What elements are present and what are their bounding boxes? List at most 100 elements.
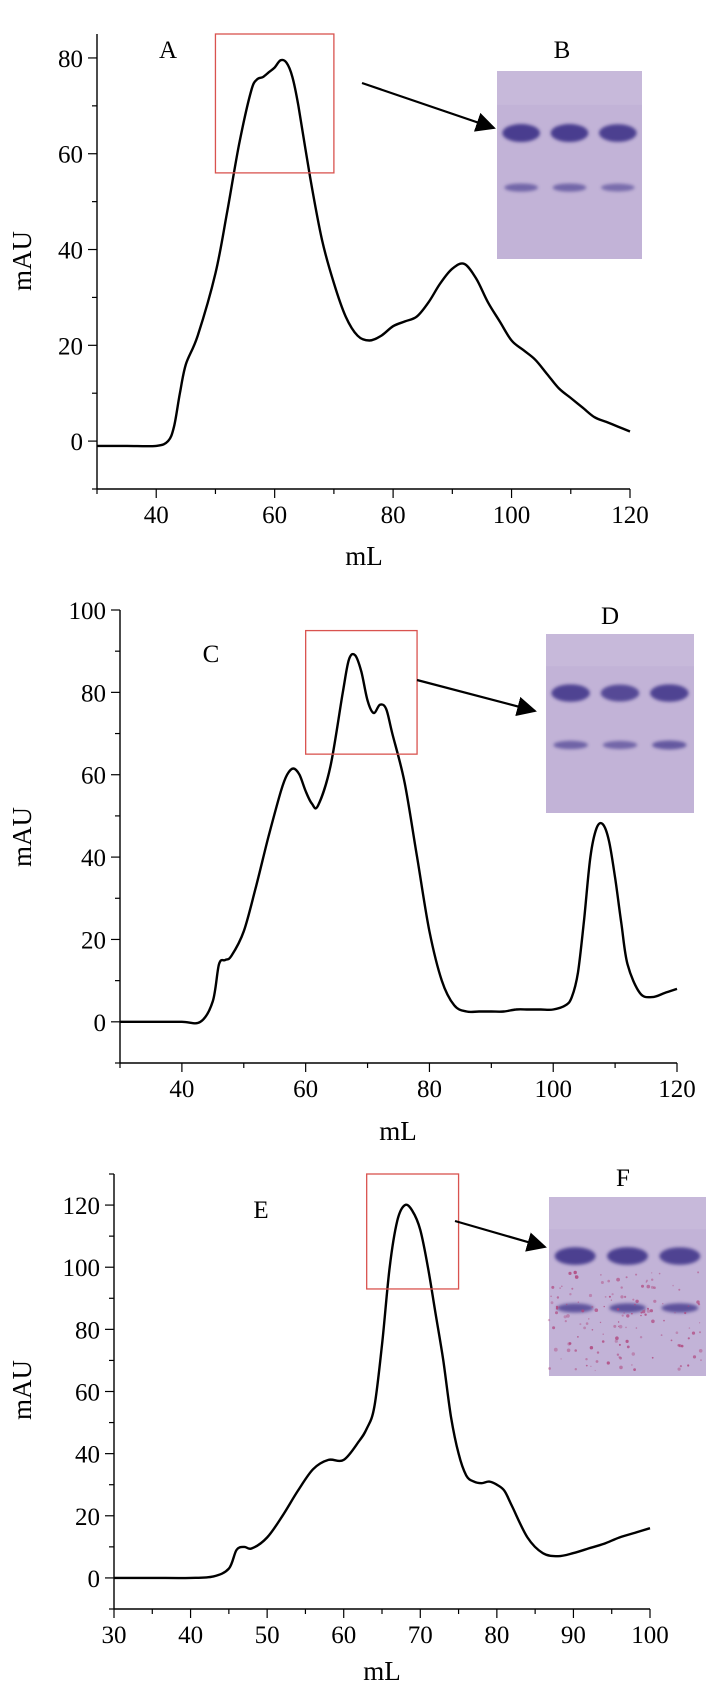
gel-speckle: [574, 1349, 577, 1352]
gel-speckle: [674, 1312, 676, 1314]
y-tick-label: 60: [58, 142, 83, 169]
gel-speckle: [631, 1352, 635, 1356]
peak-highlight-box: [366, 1173, 460, 1290]
gel-band-upper: [502, 124, 541, 143]
chart-panel-e: 30 40 50 60 70 80 90 100 0 20 40 60 80 100 120 mL mAU E F: [7, 1165, 706, 1684]
gel-band-upper: [550, 124, 589, 143]
sds-page-gel-image: [497, 71, 642, 259]
gel-speckle: [617, 1321, 620, 1323]
peak-highlight-box: [305, 629, 418, 755]
gel-speckle: [633, 1368, 636, 1371]
x-tick-label: 60: [262, 502, 287, 529]
gel-speckle: [618, 1343, 621, 1346]
gel-speckle: [651, 1278, 654, 1281]
gel-speckle: [618, 1325, 620, 1327]
x-axis-title: mL: [379, 1116, 417, 1146]
gel-speckle: [651, 1319, 655, 1324]
gel-speckle: [591, 1329, 594, 1331]
gel-speckle: [548, 1367, 551, 1370]
x-tick-label: 40: [169, 1076, 194, 1103]
gel-speckle: [616, 1277, 620, 1282]
y-tick-label: 40: [81, 845, 106, 872]
gel-speckle: [619, 1365, 623, 1370]
gel-speckle: [687, 1305, 690, 1307]
gel-speckle: [585, 1358, 588, 1361]
gel-speckle: [624, 1295, 627, 1298]
gel-speckle: [577, 1301, 579, 1303]
y-tick-label: 80: [75, 1317, 100, 1344]
gel-speckle: [608, 1295, 611, 1298]
y-axis-title: mAU: [7, 807, 37, 867]
x-tick-label: 120: [658, 1076, 696, 1103]
gel-speckle: [621, 1314, 624, 1317]
gel-speckle: [625, 1339, 629, 1343]
gel-speckle: [588, 1318, 590, 1320]
gel-speckle: [585, 1322, 589, 1325]
gel-speckle: [626, 1314, 630, 1318]
x-tick-label: 120: [611, 502, 649, 529]
gel-band-upper: [607, 1247, 648, 1265]
gel-speckle: [631, 1364, 633, 1366]
gel-speckle: [646, 1309, 651, 1313]
gel-speckle: [677, 1367, 681, 1371]
chart-panel-c: 40 60 80 100 120 0 20 40 60 80 100 mL mAU C D: [7, 598, 696, 1146]
y-tick-label: 60: [75, 1380, 100, 1407]
x-tick-label: 40: [178, 1622, 203, 1649]
gel-speckle: [553, 1347, 558, 1352]
gel-band-upper: [551, 684, 590, 702]
gel-band-lower: [504, 183, 539, 192]
gel-band-lower: [602, 740, 638, 750]
gel-speckle: [596, 1351, 600, 1354]
gel-speckle: [574, 1275, 577, 1277]
gel-speckle: [560, 1358, 562, 1360]
gel-speckle: [555, 1311, 558, 1315]
gel-speckle: [640, 1311, 643, 1314]
gel-speckle: [550, 1301, 554, 1305]
gel-speckle: [603, 1305, 605, 1308]
chart-panel-a: 40 60 80 100 120 0 20 40 60 80 mL mAU A B: [7, 33, 649, 571]
gel-speckle: [591, 1305, 594, 1308]
gel-speckle: [555, 1307, 559, 1310]
peak-highlight-box: [214, 33, 335, 174]
gel-speckle: [678, 1344, 682, 1348]
panel-label: A: [159, 37, 177, 64]
gel-speckle: [649, 1309, 654, 1313]
gel-speckle: [566, 1303, 568, 1306]
gel-speckle: [635, 1273, 638, 1276]
gel-speckle: [620, 1286, 623, 1289]
gel-speckle: [566, 1348, 571, 1353]
gel-speckle: [561, 1285, 563, 1288]
gel-speckle: [620, 1295, 624, 1299]
gel-speckle: [642, 1310, 646, 1314]
y-tick-label: 120: [63, 1193, 101, 1220]
x-tick-label: 30: [102, 1622, 127, 1649]
gel-speckle: [618, 1324, 623, 1329]
gel-speckle: [566, 1314, 570, 1318]
gel-speckle: [663, 1319, 665, 1322]
gel-band-lower: [553, 740, 588, 750]
gel-speckle: [699, 1322, 701, 1324]
y-tick-label: 40: [75, 1442, 100, 1469]
gel-speckle: [588, 1293, 593, 1298]
y-tick-label: 100: [69, 598, 107, 625]
gel-speckle: [604, 1296, 607, 1298]
gel-speckle: [585, 1364, 588, 1367]
x-tick-label: 40: [144, 502, 169, 529]
gel-speckle: [684, 1311, 687, 1315]
gel-speckle: [594, 1369, 596, 1372]
gel-speckle: [547, 1318, 551, 1322]
gel-speckle: [559, 1287, 561, 1289]
gel-speckle: [579, 1323, 582, 1326]
gel-speckle: [581, 1309, 585, 1313]
gel-speckle: [564, 1320, 567, 1323]
gel-speckle: [650, 1285, 654, 1289]
x-tick-label: 100: [534, 1076, 572, 1103]
gel-speckle: [600, 1281, 604, 1284]
x-tick-label: 60: [293, 1076, 318, 1103]
gel-speckle: [571, 1287, 574, 1290]
gel-speckle: [647, 1307, 649, 1310]
x-axis-title: mL: [363, 1656, 401, 1684]
gel-speckle: [569, 1293, 572, 1296]
gel-speckle: [616, 1308, 620, 1311]
